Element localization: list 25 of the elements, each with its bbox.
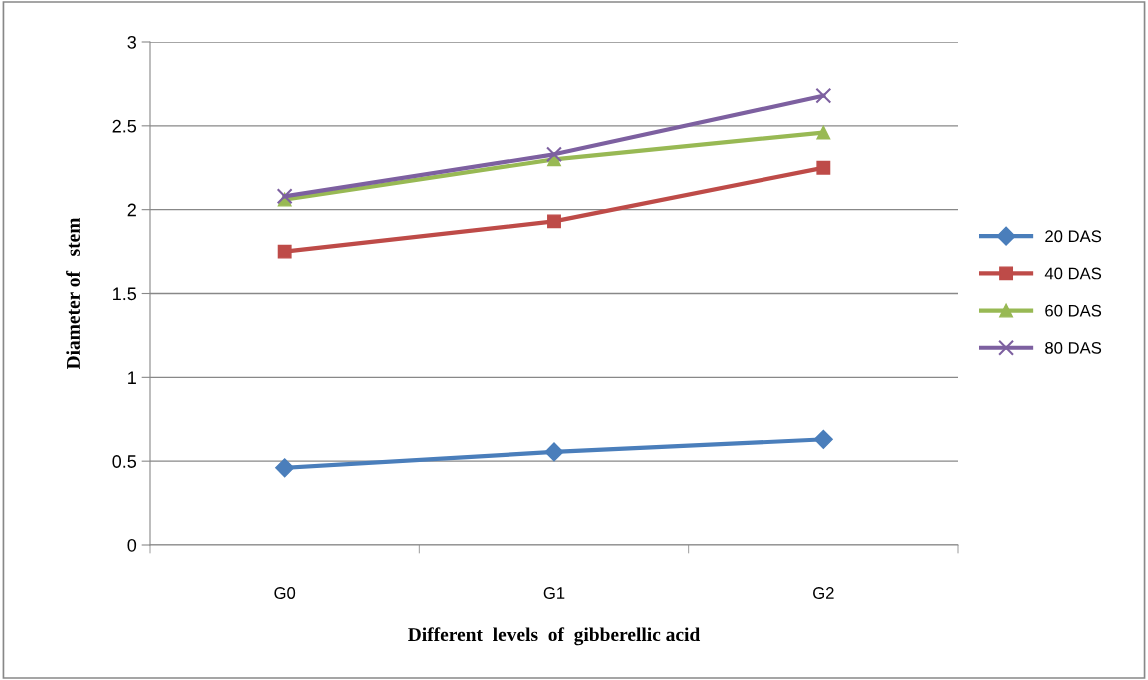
legend-label: 80 DAS: [1045, 341, 1102, 354]
x-axis-title: Different levels of gibberellic acid: [408, 627, 701, 646]
y-tick-label: 1.5: [113, 287, 137, 301]
y-tick-label: 0: [127, 538, 137, 552]
point: [816, 125, 831, 140]
point: [277, 244, 292, 259]
point: [546, 146, 562, 163]
point: [544, 442, 564, 462]
point: [816, 160, 831, 175]
legend-label: 40 DAS: [1044, 267, 1102, 280]
point: [275, 458, 295, 478]
y-tick-label: 3: [127, 35, 137, 49]
y-tick-label: 2: [127, 203, 136, 217]
y-tick-label: 1: [128, 371, 136, 384]
x-tick-label: G2: [813, 587, 834, 599]
y-axis-title: Diameter of stem: [66, 217, 80, 370]
x-tick-label: G0: [274, 587, 296, 599]
y-tick-label: 2.5: [112, 119, 137, 133]
legend-label: 60 DAS: [1045, 304, 1102, 317]
point: [815, 87, 832, 104]
point: [547, 214, 561, 229]
legend-label: 20 DAS: [1045, 230, 1102, 243]
y-tick-label: 0.5: [112, 455, 137, 468]
point: [813, 429, 833, 449]
x-tick-label: G1: [543, 587, 565, 599]
